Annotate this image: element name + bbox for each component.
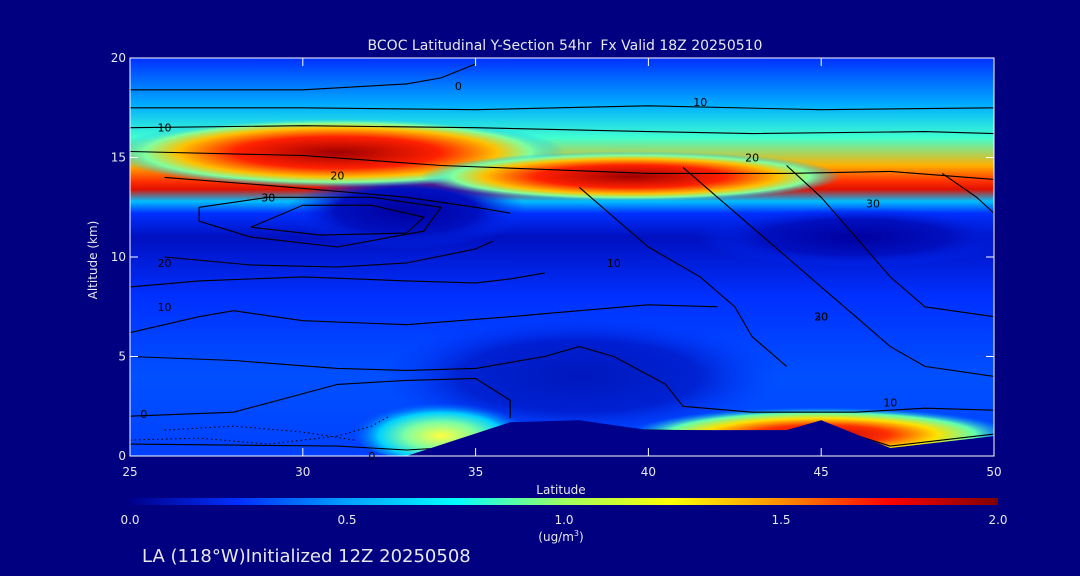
- colorbar-tick-label: 0.5: [337, 513, 356, 527]
- contour-line: [130, 105, 994, 111]
- contour-line: [941, 172, 994, 214]
- x-tick-label: 50: [986, 465, 1001, 479]
- colorbar-units-prefix: (ug/m: [538, 530, 574, 544]
- colorbar-units-sup: 3: [574, 529, 579, 538]
- x-tick-label: 40: [641, 465, 656, 479]
- plot-area: [130, 58, 994, 456]
- contour-line: [130, 346, 994, 413]
- contour-label: 10: [607, 257, 621, 270]
- y-tick-label: 15: [111, 151, 126, 165]
- contour-line: [130, 63, 476, 91]
- footer-initialized: LA (118°W)Initialized 12Z 20250508: [142, 546, 471, 567]
- contour-label: 10: [883, 396, 897, 409]
- x-tick-label: 45: [814, 465, 829, 479]
- contour-label: 30: [866, 197, 880, 210]
- contour-line: [130, 150, 994, 180]
- x-axis-label: Latitude: [536, 483, 585, 497]
- contour-line: [164, 425, 355, 441]
- y-tick-label: 10: [111, 250, 126, 264]
- contour-label: 30: [814, 311, 828, 324]
- colorbar-units: (ug/m3): [538, 529, 583, 544]
- low-concentration-core: [695, 207, 994, 268]
- contour-line: [130, 304, 718, 334]
- contour-label: 20: [814, 311, 828, 324]
- contour-label: 0: [140, 408, 147, 421]
- contour-label: 20: [158, 257, 172, 270]
- contour-line: [578, 186, 787, 367]
- chart-title: BCOC Latitudinal Y-Section 54hr Fx Valid…: [368, 38, 763, 54]
- contour-line: [786, 165, 994, 318]
- y-tick-label: 20: [111, 51, 126, 65]
- contour-line: [682, 166, 994, 377]
- contour-label: 10: [158, 122, 172, 135]
- y-tick-label: 5: [118, 350, 126, 364]
- contour-label: 20: [745, 152, 759, 165]
- x-tick-label: 25: [122, 465, 137, 479]
- contour-line: [130, 377, 511, 419]
- contour-label: 20: [330, 169, 344, 182]
- x-tick-label: 35: [468, 465, 483, 479]
- contour-line: [130, 272, 545, 288]
- contour-label: 10: [158, 301, 172, 314]
- x-tick-label: 30: [295, 465, 310, 479]
- contour-line: [130, 125, 994, 135]
- contour-label: 10: [693, 96, 707, 109]
- contour-line: [198, 196, 442, 248]
- contour-line: [250, 204, 425, 236]
- contour-line: [164, 176, 511, 214]
- colorbar-tick-label: 0.0: [120, 513, 139, 527]
- contour-label: 0: [368, 450, 375, 463]
- contour-line: [164, 240, 494, 268]
- y-axis-label: Altitude (km): [86, 221, 100, 300]
- terrain-mask: [130, 420, 994, 456]
- contour-label: 30: [261, 191, 275, 204]
- colorbar-tick-label: 1.5: [771, 513, 790, 527]
- colorbar-units-suffix: ): [579, 530, 584, 544]
- colorbar: [130, 498, 998, 505]
- high-concentration-band: [421, 151, 842, 202]
- y-tick-label: 0: [118, 449, 126, 463]
- contour-label: 0: [455, 80, 462, 93]
- colorbar-tick-label: 1.0: [554, 513, 573, 527]
- colorbar-tick-label: 2.0: [988, 513, 1007, 527]
